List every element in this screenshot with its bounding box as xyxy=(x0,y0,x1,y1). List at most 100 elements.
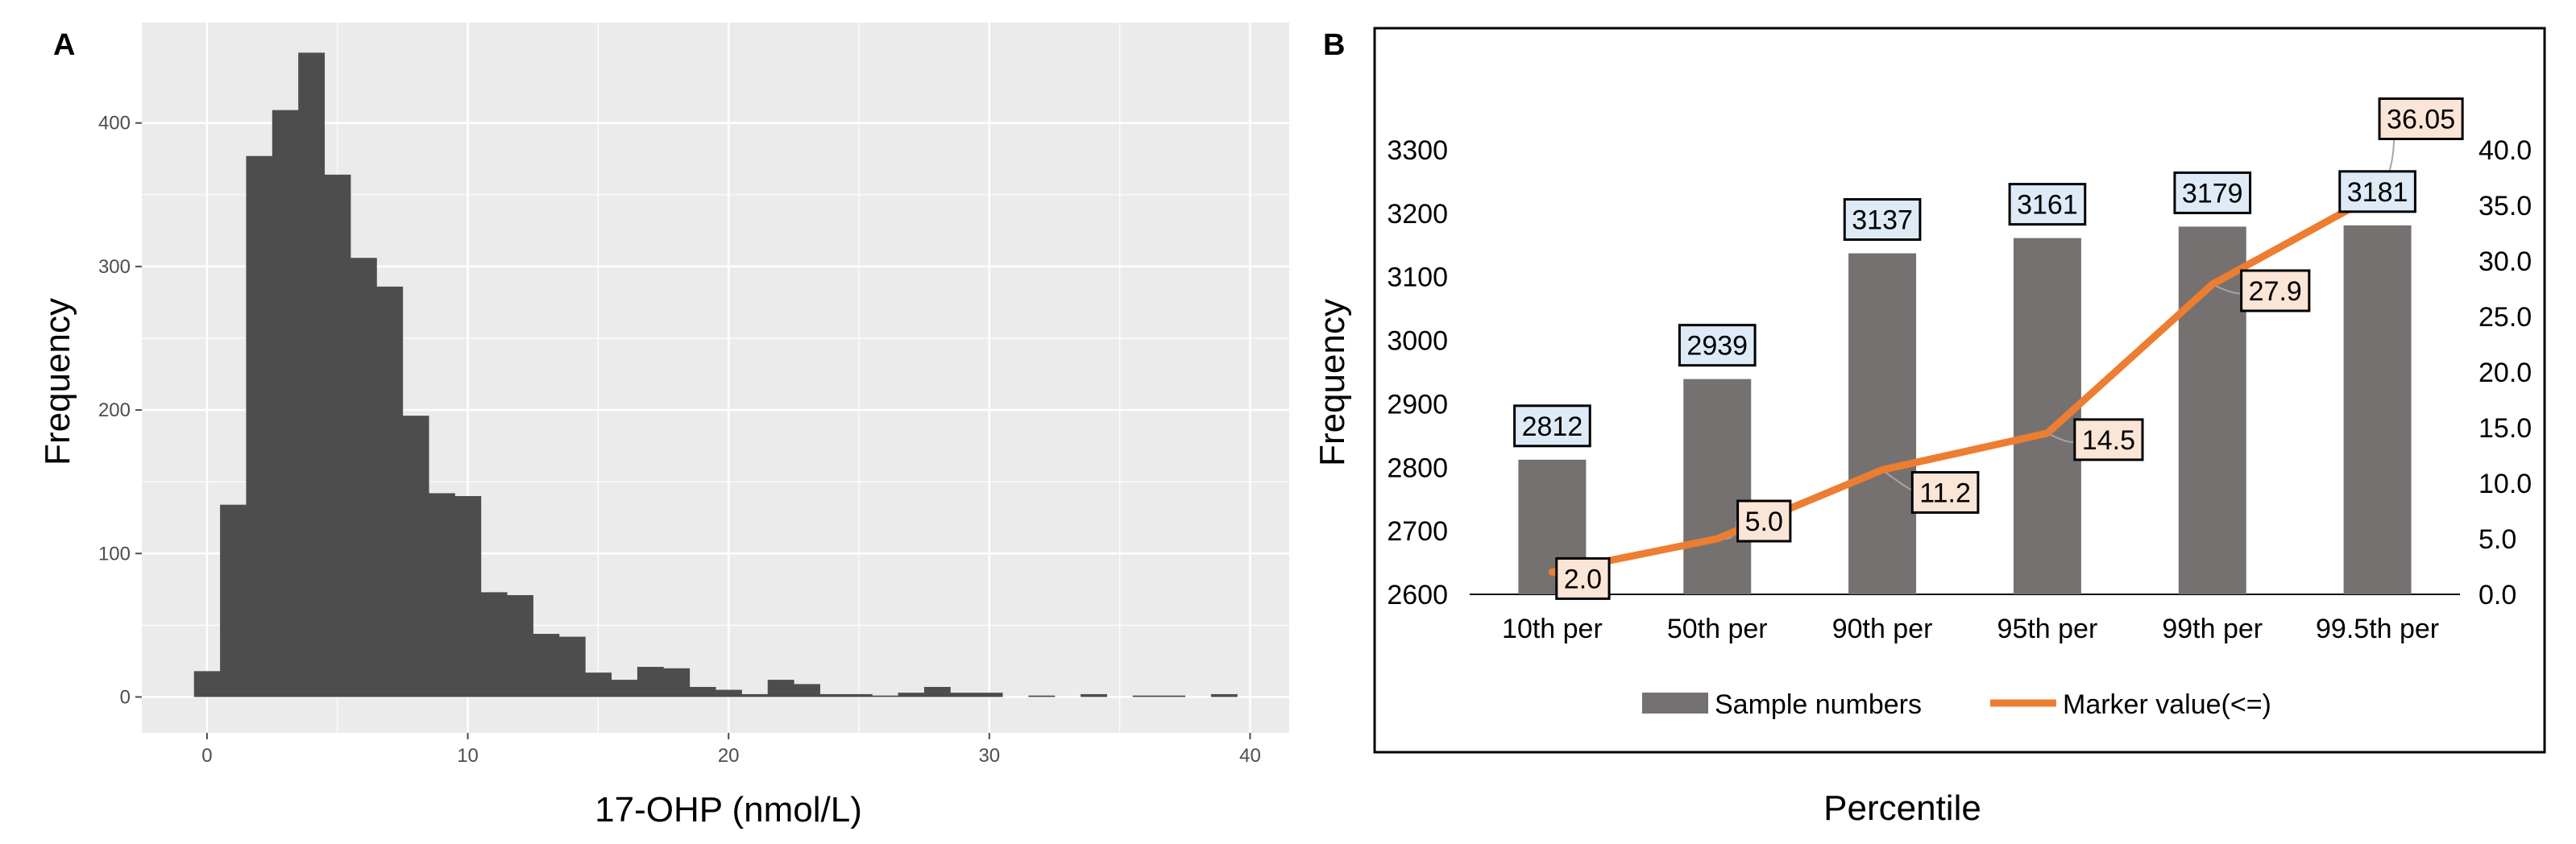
histogram-bar xyxy=(845,693,873,697)
panel-a-y-axis-label: Frequency xyxy=(38,298,77,465)
histogram-bar xyxy=(429,493,455,697)
histogram-bar xyxy=(533,634,560,697)
panel-b-marker-value-line xyxy=(1548,190,2382,576)
histogram-bar xyxy=(1132,695,1159,697)
panel-a-letter: A xyxy=(53,28,75,62)
histogram-bar xyxy=(350,258,377,697)
line-value-label-box xyxy=(2073,418,2144,461)
bar-sample-numbers xyxy=(1848,253,1917,594)
bar-value-label-box xyxy=(1843,198,1922,242)
bar-sample-numbers xyxy=(1683,379,1752,594)
left-y-tick-label: 2900 xyxy=(1387,389,1448,420)
bar-value-label-text: 3179 xyxy=(2182,178,2243,209)
histogram-bar xyxy=(220,504,247,697)
bar-value-label-text: 3137 xyxy=(1852,205,1913,236)
histogram-bar xyxy=(1028,695,1056,697)
bar-value-label-text: 3181 xyxy=(2347,177,2408,208)
right-y-tick-label: 25.0 xyxy=(2479,302,2532,333)
bar-value-label-box xyxy=(2173,171,2252,214)
bar-value-label-text: 3161 xyxy=(2017,190,2078,221)
panel-b-y-axis-label: Frequency xyxy=(1313,299,1352,466)
bar-value-label: 3179 xyxy=(2173,171,2252,214)
bar-value-label: 3181 xyxy=(2338,170,2416,213)
histogram-bar xyxy=(819,693,847,697)
panel-b-bars xyxy=(1518,225,2412,594)
legend-label-sample-numbers: Sample numbers xyxy=(1715,689,1922,720)
panel-b-chart-border xyxy=(1373,27,2546,754)
line-value-label: 2.0 xyxy=(1555,556,1611,600)
histogram-bar xyxy=(950,693,977,697)
line-value-label-box xyxy=(1736,499,1792,543)
histogram-bar xyxy=(872,695,899,697)
category-label: 10th per xyxy=(1502,614,1603,644)
left-y-tick-label: 3300 xyxy=(1387,135,1448,166)
right-y-tick-label: 15.0 xyxy=(2479,413,2532,444)
histogram-bar xyxy=(689,686,716,697)
line-value-label-text: 27.9 xyxy=(2249,276,2302,307)
histogram-bar xyxy=(376,286,404,697)
right-y-tick-label: 10.0 xyxy=(2479,469,2532,499)
histogram-bar xyxy=(193,671,221,697)
bar-value-label-box xyxy=(1513,404,1591,448)
category-label: 99th per xyxy=(2162,614,2263,644)
histogram-bar xyxy=(298,52,326,697)
right-y-tick-label: 40.0 xyxy=(2479,135,2532,166)
panel-b-data-labels: 2812 2939 3137 3161 3179 3181 2.0 5.0 11.2 14.5 27… xyxy=(1513,97,2464,600)
line-value-label-box xyxy=(1910,470,1980,514)
histogram-bar xyxy=(741,693,769,697)
line-value-label-box xyxy=(1555,556,1611,600)
category-label: 50th per xyxy=(1667,614,1768,644)
right-y-tick-label: 30.0 xyxy=(2479,246,2532,277)
bar-value-label: 2812 xyxy=(1513,404,1591,448)
histogram-bar xyxy=(611,680,638,697)
histogram-bar xyxy=(1210,693,1238,697)
histogram-bar xyxy=(923,686,951,697)
legend-label-marker-value: Marker value(<=) xyxy=(2063,689,2271,720)
y-tick-label: 200 xyxy=(98,399,131,421)
right-y-tick-label: 0.0 xyxy=(2479,580,2516,610)
panel-b-x-axis-label: Percentile xyxy=(1823,788,1981,828)
histogram-bar xyxy=(402,416,429,697)
histogram-bar xyxy=(558,636,586,697)
bar-value-label: 2939 xyxy=(1678,324,1757,367)
histogram-bar xyxy=(663,668,691,697)
line-value-label-text: 36.05 xyxy=(2387,105,2455,135)
left-y-tick-label: 3000 xyxy=(1387,326,1448,357)
bar-value-label: 3137 xyxy=(1843,198,1922,242)
line-value-label: 36.05 xyxy=(2378,97,2464,141)
bar-value-label-text: 2812 xyxy=(1522,412,1583,442)
bar-value-label-box xyxy=(2008,183,2087,226)
line-value-label: 5.0 xyxy=(1736,499,1792,543)
panel-a-x-axis-label: 17-OHP (nmol/L) xyxy=(595,790,862,830)
y-tick-label: 100 xyxy=(98,543,131,565)
line-value-label-box xyxy=(2378,97,2464,141)
panel-b-letter: B xyxy=(1323,28,1345,62)
right-y-tick-label: 20.0 xyxy=(2479,358,2532,388)
legend-swatch-sample-numbers xyxy=(1642,693,1708,714)
left-y-tick-label: 3200 xyxy=(1387,199,1448,230)
bar-sample-numbers xyxy=(2343,225,2412,594)
histogram-bar xyxy=(454,496,482,697)
bar-value-label-box xyxy=(1678,324,1757,367)
panel-b-category-labels: 10th per 50th per 90th per 95th per 99th per… xyxy=(1502,614,2439,644)
x-tick-label: 40 xyxy=(1239,745,1261,767)
histogram-bar xyxy=(716,689,742,697)
x-tick-label: 30 xyxy=(978,745,1000,767)
line-value-label-text: 5.0 xyxy=(1745,507,1783,537)
histogram-bar xyxy=(1081,693,1107,697)
category-label: 99.5th per xyxy=(2316,614,2439,644)
right-y-tick-label: 35.0 xyxy=(2479,191,2532,221)
histogram-bar xyxy=(794,684,820,697)
histogram-bar xyxy=(507,594,533,697)
line-value-label-text: 11.2 xyxy=(1919,478,1971,508)
histogram-bar xyxy=(637,667,664,697)
y-tick-label: 0 xyxy=(120,686,131,708)
x-tick-label: 0 xyxy=(201,745,212,767)
histogram-bar xyxy=(246,155,273,697)
bar-value-label-box xyxy=(2338,170,2416,213)
line-value-label: 11.2 xyxy=(1910,470,1980,514)
bar-value-label: 3161 xyxy=(2008,183,2087,226)
